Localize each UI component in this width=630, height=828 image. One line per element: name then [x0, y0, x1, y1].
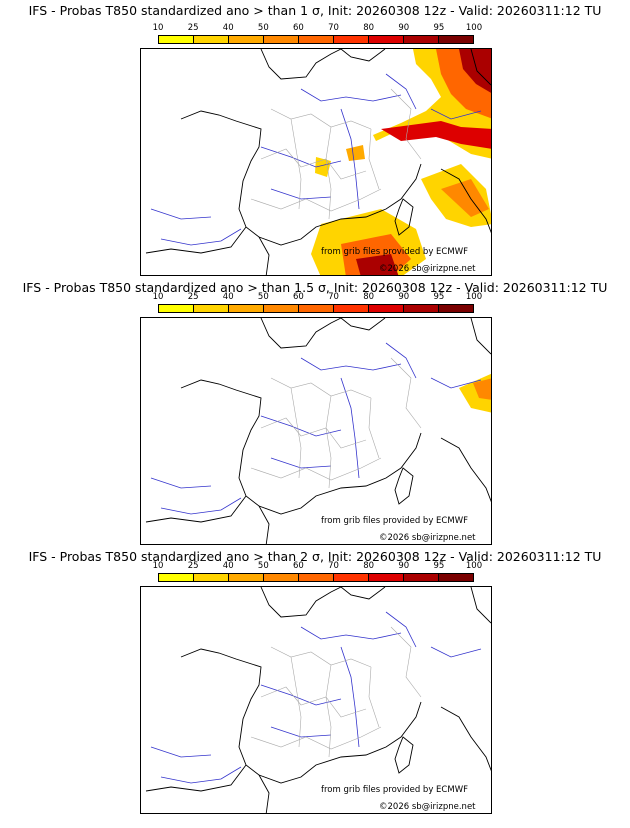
colorbar-swatch — [299, 574, 334, 581]
colorbar-swatch — [229, 36, 264, 43]
panel-2-coastlines — [145, 318, 491, 544]
colorbar-swatch — [404, 36, 439, 43]
panel-2-source-credit: from grib files provided by ECMWF — [321, 516, 468, 526]
panel-1-source-credit: from grib files provided by ECMWF — [321, 247, 468, 257]
colorbar-tick-label: 95 — [433, 292, 445, 302]
colorbar-tick-label: 70 — [328, 292, 339, 302]
colorbar-tick-label: 50 — [257, 23, 269, 33]
panel-3-map-graphic — [145, 587, 491, 813]
colorbar-swatch — [194, 305, 229, 312]
panel-3-source-credit: from grib files provided by ECMWF — [321, 785, 468, 795]
colorbar-tick-label: 100 — [465, 561, 483, 571]
colorbar-swatch — [334, 36, 369, 43]
colorbar-tick-label: 80 — [363, 561, 375, 571]
colorbar-tick-label: 50 — [257, 292, 269, 302]
colorbar-tick-label: 25 — [187, 23, 199, 33]
colorbar-swatch — [404, 574, 439, 581]
colorbar-tick-label: 60 — [293, 561, 304, 571]
panel-2-map: from grib files provided by ECMWF ©2026 … — [140, 317, 492, 545]
colorbar-swatch — [194, 36, 229, 43]
colorbar-tick-label: 60 — [293, 292, 304, 302]
colorbar-swatch — [264, 36, 299, 43]
colorbar-tick-label: 25 — [187, 292, 199, 302]
colorbar-tick-label: 100 — [465, 23, 483, 33]
panel-1-copyright: ©2026 sb@irizpne.net — [379, 264, 476, 274]
colorbar-tick-label: 25 — [187, 561, 199, 571]
panel-3-colorbar-ticks: 10 25 40 50 60 70 80 90 95 100 — [153, 561, 483, 571]
colorbar-tick-label: 70 — [328, 561, 339, 571]
colorbar-tick-label: 90 — [398, 23, 410, 33]
panel-1-map: from grib files provided by ECMWF ©2026 … — [140, 48, 492, 276]
colorbar-tick-label: 100 — [465, 292, 483, 302]
colorbar-tick-label: 95 — [433, 561, 445, 571]
panel-2-colorbar-ticks: 10 25 40 50 60 70 80 90 95 100 — [153, 292, 483, 302]
colorbar-tick-label: 40 — [222, 292, 234, 302]
panel-3-coastlines — [145, 587, 491, 813]
colorbar-swatch — [439, 36, 473, 43]
colorbar-tick-label: 90 — [398, 292, 410, 302]
colorbar-tick-label: 10 — [152, 292, 164, 302]
colorbar-swatch — [299, 305, 334, 312]
panel-1-colorbar-ticks: 10 25 40 50 60 70 80 90 95 100 — [153, 23, 483, 33]
colorbar-swatch — [229, 574, 264, 581]
panel-2-title: IFS - Probas T850 standardized ano > tha… — [22, 280, 608, 295]
colorbar-tick-label: 40 — [222, 23, 234, 33]
colorbar-tick-label: 50 — [257, 561, 269, 571]
colorbar-tick-label: 95 — [433, 23, 445, 33]
colorbar-swatch — [439, 574, 473, 581]
panel-1-probability-areas — [311, 49, 491, 275]
colorbar-swatch — [369, 305, 404, 312]
panel-2-copyright: ©2026 sb@irizpne.net — [379, 533, 476, 543]
colorbar-swatch — [264, 574, 299, 581]
panel-3-title: IFS - Probas T850 standardized ano > tha… — [28, 549, 602, 564]
colorbar-tick-label: 60 — [293, 23, 304, 33]
panel-3-map: from grib files provided by ECMWF ©2026 … — [140, 586, 492, 814]
colorbar-swatch — [159, 36, 194, 43]
colorbar-swatch — [264, 305, 299, 312]
colorbar-swatch — [159, 574, 194, 581]
panel-2-colorbar — [158, 304, 474, 313]
panel-1-title: IFS - Probas T850 standardized ano > tha… — [28, 3, 602, 18]
panel-1-colorbar — [158, 35, 474, 44]
colorbar-swatch — [439, 305, 473, 312]
colorbar-swatch — [299, 36, 334, 43]
colorbar-swatch — [159, 305, 194, 312]
panel-1-map-graphic — [145, 49, 491, 275]
colorbar-tick-label: 10 — [152, 23, 164, 33]
colorbar-swatch — [369, 574, 404, 581]
colorbar-tick-label: 70 — [328, 23, 339, 33]
colorbar-tick-label: 90 — [398, 561, 410, 571]
panel-3-rivers — [150, 611, 482, 784]
colorbar-tick-label: 80 — [363, 23, 375, 33]
panel-2-map-graphic — [145, 318, 491, 544]
panel-2-rivers — [150, 342, 482, 515]
panel-1-coastlines — [145, 49, 491, 275]
panel-1-admin-borders — [250, 88, 422, 220]
colorbar-swatch — [369, 36, 404, 43]
panel-3-admin-borders — [250, 626, 422, 758]
panel-2-admin-borders — [250, 357, 422, 489]
panel-3-colorbar — [158, 573, 474, 582]
colorbar-swatch — [404, 305, 439, 312]
panel-2-probability-areas — [459, 373, 491, 413]
colorbar-tick-label: 80 — [363, 292, 375, 302]
colorbar-swatch — [229, 305, 264, 312]
panel-3-copyright: ©2026 sb@irizpne.net — [379, 802, 476, 812]
colorbar-swatch — [334, 305, 369, 312]
colorbar-tick-label: 40 — [222, 561, 234, 571]
colorbar-swatch — [334, 574, 369, 581]
colorbar-swatch — [194, 574, 229, 581]
colorbar-tick-label: 10 — [152, 561, 164, 571]
panel-1-rivers — [150, 73, 482, 246]
